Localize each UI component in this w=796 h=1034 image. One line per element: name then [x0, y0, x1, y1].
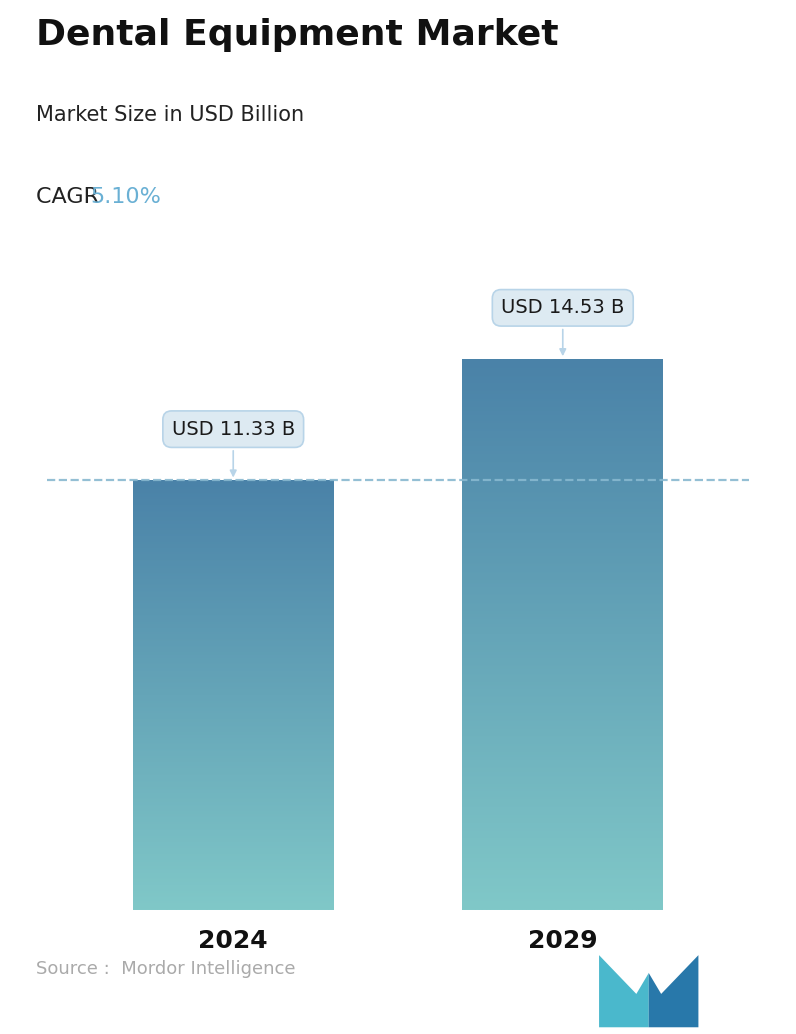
Polygon shape: [649, 955, 698, 1028]
Text: 5.10%: 5.10%: [90, 186, 161, 207]
Polygon shape: [599, 955, 649, 1028]
Text: CAGR: CAGR: [36, 186, 106, 207]
Text: Dental Equipment Market: Dental Equipment Market: [36, 19, 559, 52]
Text: USD 11.33 B: USD 11.33 B: [172, 420, 295, 476]
Text: USD 14.53 B: USD 14.53 B: [501, 299, 624, 355]
Text: Source :  Mordor Intelligence: Source : Mordor Intelligence: [36, 960, 295, 977]
Text: Market Size in USD Billion: Market Size in USD Billion: [36, 104, 304, 125]
